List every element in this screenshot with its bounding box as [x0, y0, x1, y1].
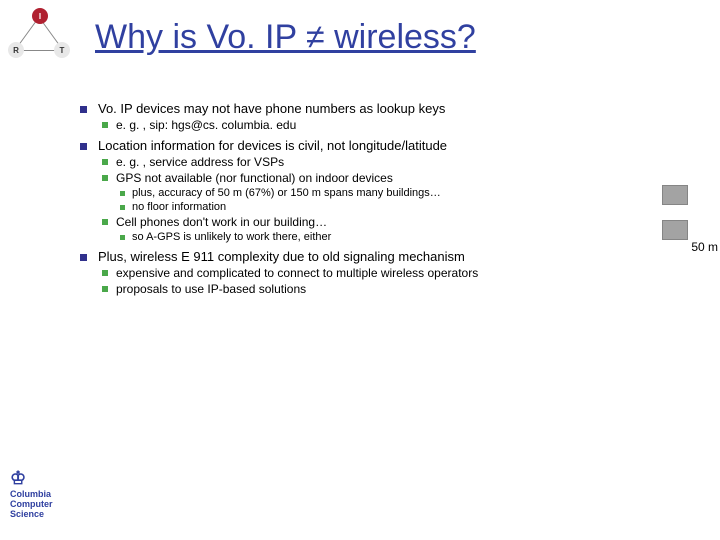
- bullet-l2: GPS not available (nor functional) on in…: [102, 171, 640, 185]
- side-label: 50 m: [691, 240, 718, 254]
- bullet-l3: so A-GPS is unlikely to work there, eith…: [120, 231, 640, 243]
- node-t: T: [54, 42, 70, 58]
- bullet-l1: Plus, wireless E 911 complexity due to o…: [80, 249, 640, 264]
- bullet-l3: plus, accuracy of 50 m (67%) or 150 m sp…: [120, 187, 640, 199]
- node-r: R: [8, 42, 24, 58]
- crown-icon: ♔: [10, 469, 70, 489]
- logo-triangle: I R T: [8, 8, 68, 60]
- bullet-l1: Vo. IP devices may not have phone number…: [80, 101, 640, 116]
- footer-text: Science: [10, 510, 70, 520]
- slide-title: Why is Vo. IP ≠ wireless?: [95, 18, 476, 57]
- slide-body: Vo. IP devices may not have phone number…: [80, 95, 640, 298]
- node-i: I: [32, 8, 48, 24]
- side-image-icon: [662, 185, 688, 205]
- side-image-icon: [662, 220, 688, 240]
- bullet-l2: expensive and complicated to connect to …: [102, 266, 640, 280]
- bullet-l2: proposals to use IP-based solutions: [102, 282, 640, 296]
- bullet-l3: no floor information: [120, 201, 640, 213]
- bullet-l2: e. g. , service address for VSPs: [102, 155, 640, 169]
- footer-logo: ♔ Columbia Computer Science: [10, 469, 70, 520]
- bullet-l2: Cell phones don't work in our building…: [102, 215, 640, 229]
- bullet-l2: e. g. , sip: hgs@cs. columbia. edu: [102, 118, 640, 132]
- bullet-l1: Location information for devices is civi…: [80, 138, 640, 153]
